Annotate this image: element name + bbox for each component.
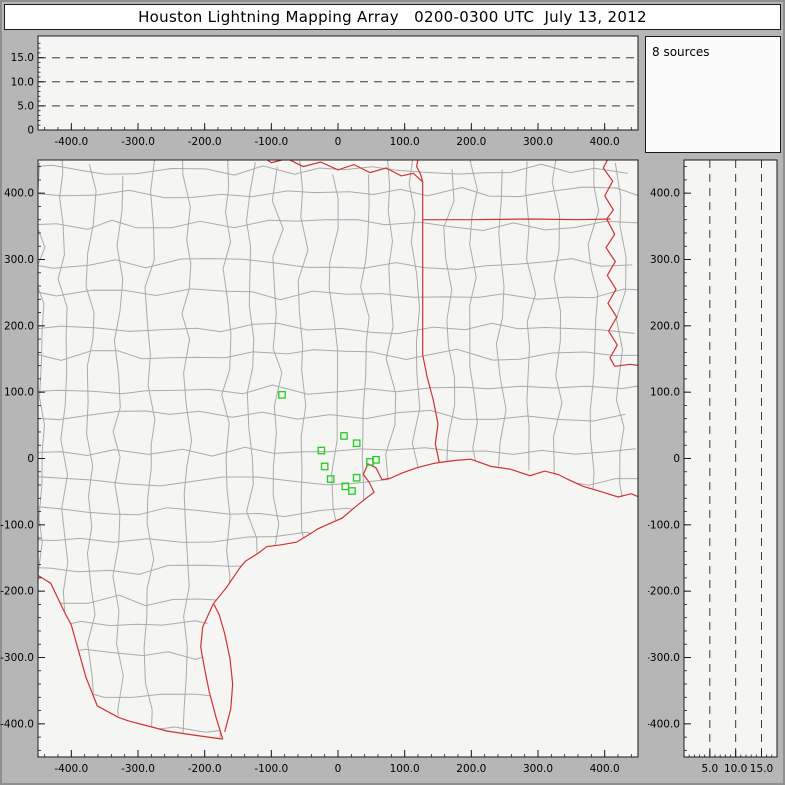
border-red-river <box>266 160 424 183</box>
border-la-ms-border <box>614 363 638 367</box>
tick-label: 5.0 <box>701 763 718 775</box>
tick-label: 100.0 <box>390 763 420 775</box>
tick-label: 5.0 <box>17 100 34 112</box>
tick-label: 100.0 <box>650 387 680 399</box>
lma-station-marker <box>352 473 361 482</box>
tick-label: 10.0 <box>724 763 747 775</box>
tick-label: 300.0 <box>650 254 680 266</box>
window-title: Houston Lightning Mapping Array 0200-030… <box>138 8 647 26</box>
tick-label: -400.0 <box>0 718 34 730</box>
tick-label: 200.0 <box>456 763 486 775</box>
tick-label: 200.0 <box>456 136 486 148</box>
tick-label: 400.0 <box>650 188 680 200</box>
lma-station-marker <box>348 487 356 495</box>
lma-station-marker <box>317 446 326 455</box>
lma-station-marker <box>326 475 335 483</box>
tick-label: 0 <box>27 125 34 137</box>
tick-label: -200.0 <box>0 586 34 598</box>
tick-label: -400.0 <box>648 718 680 730</box>
tick-label: 0 <box>673 453 680 465</box>
title-bar: Houston Lightning Mapping Array 0200-030… <box>4 4 781 30</box>
plot-area[interactable] <box>683 159 778 758</box>
border-gulf-coastline <box>200 458 638 740</box>
lma-station-marker <box>341 482 350 491</box>
tick-label: 0 <box>27 453 34 465</box>
tick-label: -200.0 <box>188 136 222 148</box>
plot-area[interactable] <box>37 35 639 131</box>
tick-label: 100.0 <box>4 387 34 399</box>
tick-label: 10.0 <box>11 76 34 88</box>
tick-label: -100.0 <box>254 136 288 148</box>
tick-label: 400.0 <box>4 188 34 200</box>
tick-label: 400.0 <box>590 763 620 775</box>
lma-station-marker <box>278 390 286 399</box>
border-sabine-river <box>422 354 440 463</box>
lma-station-marker <box>320 462 329 471</box>
tick-label: -300.0 <box>0 652 34 664</box>
sources-count-label: 8 sources <box>652 45 710 59</box>
border-padre-island <box>213 604 234 732</box>
tick-label: -300.0 <box>121 136 155 148</box>
tick-label: -200.0 <box>648 586 680 598</box>
map-plot-area[interactable] <box>38 160 638 757</box>
tick-label: -100.0 <box>648 519 680 531</box>
lma-station-marker <box>372 455 380 464</box>
tick-label: -400.0 <box>54 763 88 775</box>
sources-count-box: 8 sources <box>645 36 781 153</box>
tick-label: -100.0 <box>254 763 288 775</box>
tick-label: 300.0 <box>523 763 553 775</box>
tick-label: -200.0 <box>188 763 222 775</box>
tick-label: 0 <box>335 136 342 148</box>
plan-view-map-panel[interactable]: 400.0 300.0 200.0 100.0 0 -100.0 -200.0 -300.0 -… <box>0 156 648 785</box>
tick-label: 300.0 <box>523 136 553 148</box>
lma-station-marker <box>352 439 361 448</box>
altitude-vs-northsouth-panel[interactable]: 400.0 300.0 200.0 100.0 0 -100.0 -200.0 -300.0 -… <box>648 156 785 785</box>
tick-label: 0 <box>335 763 342 775</box>
tick-label: -300.0 <box>648 652 680 664</box>
tick-label: -400.0 <box>54 136 88 148</box>
lma-station-marker <box>340 432 348 440</box>
tick-label: 400.0 <box>590 136 620 148</box>
border-mississippi-river <box>602 160 618 367</box>
border-ar-la-border <box>422 218 611 221</box>
tick-label: -100.0 <box>0 519 34 531</box>
tick-label: 15.0 <box>750 763 773 775</box>
tick-label: 100.0 <box>390 136 420 148</box>
altitude-vs-eastwest-panel[interactable]: 0 5.0 10.0 15.0 -400.0 -300.0 -200.0 -100.0 0 100… <box>0 32 648 156</box>
tick-label: 300.0 <box>4 254 34 266</box>
tick-label: -300.0 <box>121 763 155 775</box>
tick-label: 200.0 <box>4 320 34 332</box>
tick-label: 200.0 <box>650 320 680 332</box>
tick-label: 15.0 <box>11 52 34 64</box>
border-rio-grande <box>38 574 223 740</box>
